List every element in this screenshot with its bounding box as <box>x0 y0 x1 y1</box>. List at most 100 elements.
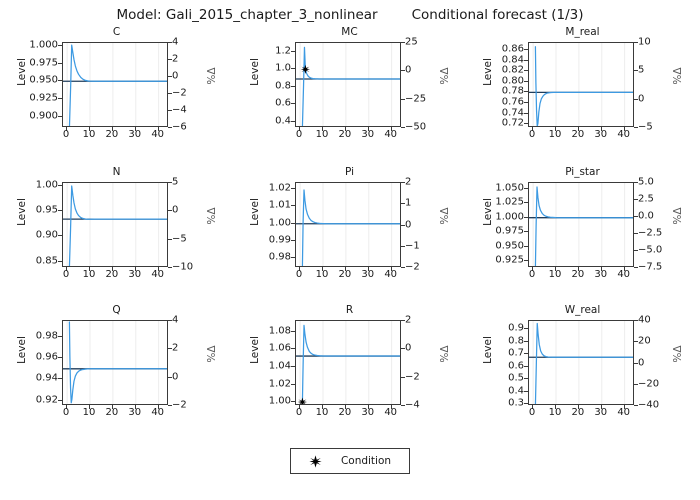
tick-label: 0.925 <box>495 254 524 266</box>
y-axis-right-label: %Δ <box>672 67 684 85</box>
y-axis-left-label: Level <box>16 336 28 364</box>
tick-label: 30 <box>361 269 375 280</box>
x-axis-ticks: 0 10 20 30 40 <box>62 129 168 145</box>
tick-label: 0.3 <box>508 397 524 409</box>
tick-label: 0.0 <box>638 210 654 222</box>
tick-label: 1.00 <box>268 217 291 229</box>
plot-area <box>62 182 168 267</box>
forecast-line <box>301 324 400 403</box>
y-axis-left-label: Level <box>249 198 261 226</box>
tick-label: 30 <box>361 407 375 418</box>
tick-label: 30 <box>128 407 142 418</box>
tick-label: 0.90 <box>35 229 58 241</box>
tick-label: −4 <box>172 104 187 116</box>
plot-area <box>528 320 634 405</box>
tick-label: 20 <box>105 129 119 140</box>
gridlines <box>532 321 626 404</box>
tick-label: 1.08 <box>268 325 291 337</box>
tick-label: 0.900 <box>29 110 58 122</box>
tick-label: 20 <box>338 129 352 140</box>
subplot-title: Pi <box>344 166 355 178</box>
y-axis-left-label: Level <box>16 198 28 226</box>
tick-label: 0.6 <box>275 97 291 109</box>
tick-label: 0.72 <box>501 117 524 129</box>
y-axis-left-label: Level <box>482 198 494 226</box>
gridlines <box>532 183 626 266</box>
subplot-r: R 1.00 1.02 1.04 1.06 1.08 −4 −2 0 2 0 10 20 30 40 Leve… <box>233 304 466 442</box>
tick-label: 10 <box>315 129 329 140</box>
tick-label: 0.4 <box>275 115 291 127</box>
forecast-line <box>301 189 400 266</box>
tick-label: 10 <box>82 129 96 140</box>
y-axis-right-label: %Δ <box>206 67 218 85</box>
subplot-pi_star: Pi_star 0.925 0.950 0.975 1.000 1.025 1.050 −7.… <box>466 166 699 304</box>
tick-label: 0.84 <box>501 54 524 66</box>
tick-label: 40 <box>151 269 165 280</box>
y-axis-left-ticks: 0.92 0.94 0.96 0.98 <box>10 320 58 405</box>
y-axis-left-label: Level <box>482 58 494 86</box>
y-axis-right-ticks: −7.5 −5.0 −2.5 0.0 2.5 5.0 <box>638 177 678 273</box>
tick-label: 1.050 <box>495 182 524 194</box>
tick-label: 0.4 <box>508 385 524 397</box>
tick-label: 1.025 <box>495 196 524 208</box>
tick-label: 0 <box>528 129 536 140</box>
tick-label: 0 <box>405 219 412 230</box>
tick-label: 5.0 <box>638 176 654 188</box>
plot-area <box>528 182 634 267</box>
tick-label: 20 <box>338 269 352 280</box>
subplot-grid: C 0.900 0.925 0.950 0.975 1.000 −6 −4 −2 0 2 4 0 10 20… <box>0 26 700 440</box>
gridlines <box>299 183 393 266</box>
forecast-line <box>534 322 633 404</box>
tick-label: 0 <box>295 269 303 280</box>
tick-label: −25 <box>405 93 427 105</box>
tick-label: 0.98 <box>35 330 58 342</box>
y-axis-right-ticks: −40 −20 0 20 40 <box>638 315 678 411</box>
tick-label: 0 <box>528 407 536 418</box>
tick-label: 20 <box>571 407 585 418</box>
six-pointed-star-icon <box>309 454 323 468</box>
plot-area <box>528 42 634 127</box>
tick-label: 10 <box>548 129 562 140</box>
tick-label: 1.02 <box>268 378 291 390</box>
tick-label: 10 <box>315 269 329 280</box>
tick-label: 30 <box>594 407 608 418</box>
tick-label: 0 <box>172 371 179 383</box>
tick-label: 0 <box>405 342 412 354</box>
tick-label: 20 <box>638 335 651 347</box>
tick-label: −5 <box>638 121 653 133</box>
tick-label: 0.8 <box>508 335 524 347</box>
tick-label: 1.01 <box>268 199 291 211</box>
tick-label: 10 <box>82 269 96 280</box>
y-axis-left-ticks: 0.4 0.6 0.8 1.0 1.2 <box>243 42 291 127</box>
forecast-line <box>68 44 167 126</box>
tick-label: 2 <box>172 342 179 354</box>
y-axis-right-ticks: −4 −2 0 2 <box>405 315 445 411</box>
tick-label: 0.94 <box>35 372 58 384</box>
forecast-line <box>68 321 167 404</box>
tick-label: 30 <box>594 269 608 280</box>
subplot-title: Pi_star <box>565 166 600 178</box>
tick-label: 30 <box>594 129 608 140</box>
tick-label: −40 <box>638 399 660 411</box>
tick-label: −2 <box>172 399 187 411</box>
tick-label: 20 <box>338 407 352 418</box>
tick-label: 25 <box>405 36 418 48</box>
figure-header: Model: Gali_2015_chapter_3_nonlinear Con… <box>0 4 700 26</box>
subplot-pi: Pi 0.98 0.99 1.00 1.01 1.02 −2 −1 0 1 2 0 10 20 30 40 Le… <box>233 166 466 304</box>
tick-label: 1.2 <box>275 45 291 57</box>
y-axis-left-ticks: 0.3 0.4 0.5 0.6 0.7 0.8 0.9 <box>476 320 524 409</box>
y-axis-left-label: Level <box>16 58 28 86</box>
tick-label: 0.99 <box>268 234 291 246</box>
tick-label: 0 <box>638 93 645 105</box>
x-axis-ticks: 0 10 20 30 40 <box>62 407 168 423</box>
tick-label: 1.04 <box>268 360 291 372</box>
tick-label: 1.00 <box>35 179 58 191</box>
x-axis-ticks: 0 10 20 30 40 <box>295 269 401 285</box>
tick-label: 20 <box>105 407 119 418</box>
forecast-line <box>534 186 633 266</box>
tick-label: 20 <box>105 269 119 280</box>
subplot-title: M_real <box>565 26 600 38</box>
gridlines <box>532 43 626 126</box>
tick-label: 0.6 <box>508 360 524 372</box>
subplot-title: Q <box>112 304 121 316</box>
